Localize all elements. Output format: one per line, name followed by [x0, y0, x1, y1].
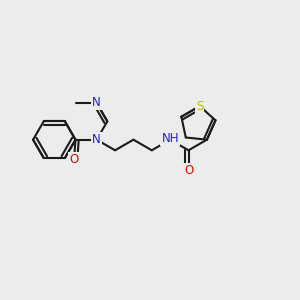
Text: O: O	[69, 153, 79, 166]
Text: N: N	[92, 133, 101, 146]
Text: S: S	[196, 100, 203, 112]
Text: NH: NH	[161, 132, 179, 145]
Text: O: O	[184, 164, 193, 177]
Text: N: N	[92, 97, 101, 110]
